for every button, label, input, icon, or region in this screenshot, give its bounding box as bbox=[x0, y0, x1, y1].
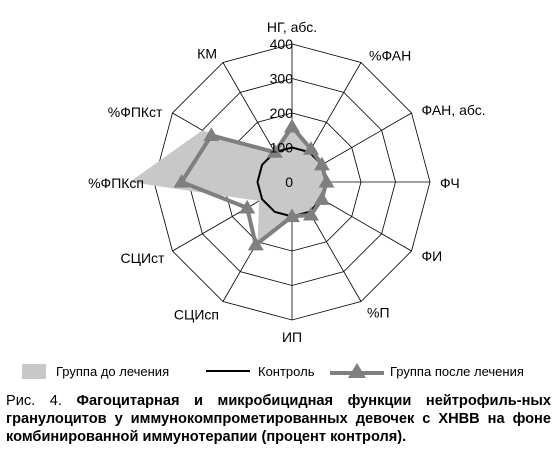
axis-label-3: ФЧ bbox=[440, 175, 460, 191]
series-marker-after-2 bbox=[313, 156, 330, 171]
axis-label-9: %ФПКсп bbox=[88, 175, 144, 191]
series-area-before bbox=[129, 130, 330, 242]
legend-item-control: Контроль bbox=[206, 360, 314, 382]
legend: Группа до лечения Контроль Группа после … bbox=[20, 360, 540, 384]
legend-label-before: Группа до лечения bbox=[56, 363, 170, 379]
series-marker-after-0 bbox=[284, 118, 300, 133]
axis-label-6: ИП bbox=[282, 329, 302, 345]
series-marker-after-9 bbox=[173, 174, 190, 188]
tick-label-0: 0 bbox=[285, 174, 293, 190]
tick-label-100: 100 bbox=[270, 140, 294, 156]
legend-label-after: Группа после лечения bbox=[390, 363, 524, 379]
figure-caption: Рис. 4. Фагоцитарная и микробицидная фун… bbox=[6, 392, 551, 446]
series-marker-after-11 bbox=[266, 144, 283, 158]
caption-text: Фагоцитарная и микробицидная функции ней… bbox=[6, 393, 551, 445]
axis-label-5: %П bbox=[367, 305, 390, 321]
tick-label-200: 200 bbox=[270, 105, 294, 121]
axis-label-0: НГ, абс. bbox=[267, 19, 317, 35]
legend-swatch-after bbox=[330, 363, 384, 378]
series-marker-after-6 bbox=[284, 208, 300, 223]
legend-swatch-control bbox=[206, 370, 250, 372]
legend-swatch-before bbox=[22, 363, 46, 379]
legend-label-control: Контроль bbox=[258, 363, 315, 379]
axis-label-4: ФИ bbox=[422, 248, 443, 264]
tick-label-400: 400 bbox=[270, 36, 294, 52]
caption-prefix: Рис. 4. bbox=[6, 393, 77, 409]
series-marker-after-4 bbox=[313, 191, 330, 205]
axis-label-7: СЦИсп bbox=[174, 307, 219, 323]
series-marker-after-7 bbox=[247, 236, 264, 251]
legend-item-before: Группа до лечения bbox=[22, 360, 169, 382]
tick-label-300: 300 bbox=[270, 71, 294, 87]
legend-item-after: Группа после лечения bbox=[330, 360, 524, 382]
axis-label-8: СЦИст bbox=[121, 250, 166, 266]
axis-label-10: %ФПКст bbox=[108, 104, 163, 120]
series-marker-after-3 bbox=[318, 174, 335, 188]
series-marker-after-10 bbox=[203, 127, 220, 142]
series-marker-after-8 bbox=[239, 199, 256, 214]
series-marker-after-5 bbox=[302, 206, 319, 221]
axis-label-11: КМ bbox=[197, 45, 217, 61]
axis-label-1: %ФАН bbox=[369, 47, 411, 63]
series-marker-after-1 bbox=[302, 141, 319, 155]
axis-label-2: ФАН, абс. bbox=[422, 102, 486, 118]
